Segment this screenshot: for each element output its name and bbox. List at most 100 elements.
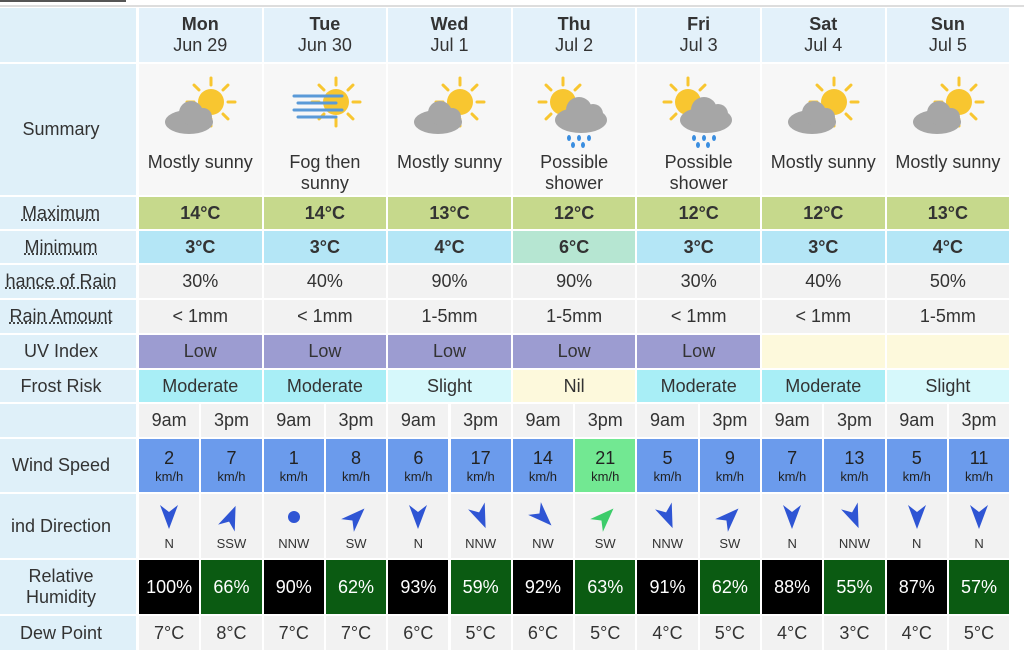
wind-arrow-icon (714, 508, 739, 532)
summary-text: Possible shower (664, 152, 733, 193)
dew-point-cell: 4°C (637, 616, 698, 650)
sun-ray (669, 83, 678, 92)
wind-speed: 9 (724, 447, 735, 468)
wind-direction: SW (594, 536, 616, 551)
time-cell: 9am (512, 404, 574, 437)
frost-risk-cell: Slight (886, 370, 1010, 402)
sun-ray (221, 112, 230, 121)
rain-drop (581, 142, 586, 148)
time-cell: 9am (139, 404, 200, 437)
wind-arrow-icon (907, 505, 926, 529)
wind-speed-cell: 13 km/h (824, 439, 885, 492)
day-header: Sat Jul 4 (762, 8, 885, 62)
summary-text: Fog then sunny (289, 152, 361, 193)
frost-risk-cell: Moderate (762, 370, 885, 402)
wind-speed-cell: 5 km/h (637, 439, 698, 492)
sun-ray (221, 83, 230, 92)
wind-direction-cell: N (948, 494, 1010, 558)
day-day: Fri (687, 14, 711, 34)
sun-ray (844, 112, 853, 121)
wind-direction-cell: NNW (824, 494, 885, 558)
wind-speed-cell: 11 km/h (948, 439, 1010, 492)
day-date: Jun 29 (173, 35, 228, 55)
wind-direction: N (413, 536, 424, 551)
rain-amount-cell: < 1mm (637, 300, 760, 333)
frost-risk-cell: Slight (388, 370, 511, 402)
wind-unit: km/h (964, 468, 994, 484)
time-cell: 9am (388, 404, 449, 437)
chance-of-rain-cell: 30% (637, 265, 760, 298)
minimum-cell: 3°C (263, 231, 387, 263)
wind-direction-cell: SSW (201, 494, 262, 558)
humidity-cell: 100% (139, 560, 200, 614)
day-date: Jul 2 (555, 35, 594, 55)
minimum-cell: 6°C (512, 231, 636, 263)
wind-arrow-icon (528, 502, 552, 526)
wind-direction-cell: NNW (637, 494, 698, 558)
day-day: Sat (809, 14, 838, 34)
chance-of-rain-cell: 30% (139, 265, 262, 298)
summary-text: Mostly sunny (147, 152, 253, 172)
humidity-cell: 62% (325, 560, 387, 614)
wind-arrow (970, 505, 989, 529)
sun-ray (471, 83, 479, 92)
summary-cell: Mostly sunny (139, 64, 262, 195)
rain-amount-cell: < 1mm (762, 300, 885, 333)
wind-speed: 13 (844, 447, 865, 468)
summary-text: Mostly sunny (895, 152, 1001, 172)
maximum-cell: 14°C (139, 197, 262, 229)
wind-direction-cell: NW (512, 494, 574, 558)
dew-point-cell: 7°C (325, 616, 387, 650)
sun-ray (192, 83, 201, 92)
weather-icon (662, 76, 732, 148)
frost-risk-cell: Nil (512, 370, 636, 402)
day-header: Mon Jun 29 (139, 8, 262, 62)
wind-speed: 11 (969, 447, 989, 468)
wind-arrow (341, 508, 365, 532)
humidity-cell: 91% (637, 560, 698, 614)
day-header: Wed Jul 1 (388, 8, 511, 62)
wind-arrow (467, 502, 486, 529)
wind-direction-cell: NNW (263, 494, 324, 558)
wind-unit: km/h (466, 468, 495, 484)
humidity-cell: 62% (699, 560, 760, 614)
humidity-cell: 59% (450, 560, 511, 614)
cloud (817, 108, 836, 126)
weather-icon (292, 76, 362, 128)
day-header: Fri Jul 3 (637, 8, 760, 62)
weather-icon (912, 76, 985, 134)
wind-speed-cell: 1 km/h (263, 439, 324, 492)
weather-icon (788, 76, 860, 134)
row-label: Frost Risk (0, 370, 136, 402)
dew-point-cell: 5°C (948, 616, 1010, 650)
minimum-cell: 3°C (139, 231, 262, 263)
cloud (194, 108, 213, 126)
minimum-cell: 4°C (886, 231, 1010, 263)
wind-direction: N (787, 536, 797, 551)
wind-arrow-icon (970, 505, 989, 529)
rain-amount-cell: 1-5mm (388, 300, 511, 333)
sun-ray (815, 83, 824, 92)
row-label: Maximum (0, 197, 136, 229)
wind-speed: 21 (595, 447, 616, 468)
wind-arrow-icon (841, 502, 860, 529)
sun-ray (317, 83, 326, 92)
summary-text: Mostly sunny (396, 152, 502, 172)
rain-amount-cell: < 1mm (263, 300, 387, 333)
day-day: Wed (430, 14, 469, 34)
frost-risk-cell: Moderate (263, 370, 387, 402)
wind-arrow-icon (654, 502, 673, 529)
wind-speed: 7 (787, 447, 798, 468)
rain-drop (691, 135, 696, 141)
time-cell: 3pm (575, 404, 636, 437)
row-label: Relative Humidity (0, 560, 136, 614)
maximum-cell: 12°C (512, 197, 636, 229)
time-cell: 9am (762, 404, 823, 437)
wind-arrow-icon (590, 508, 614, 532)
day-day: Sun (930, 14, 965, 34)
day-date: Jul 4 (804, 35, 843, 55)
sun-ray (573, 83, 582, 92)
chance-of-rain-cell: 40% (762, 265, 885, 298)
summary-cell: Mostly sunny (762, 64, 885, 195)
